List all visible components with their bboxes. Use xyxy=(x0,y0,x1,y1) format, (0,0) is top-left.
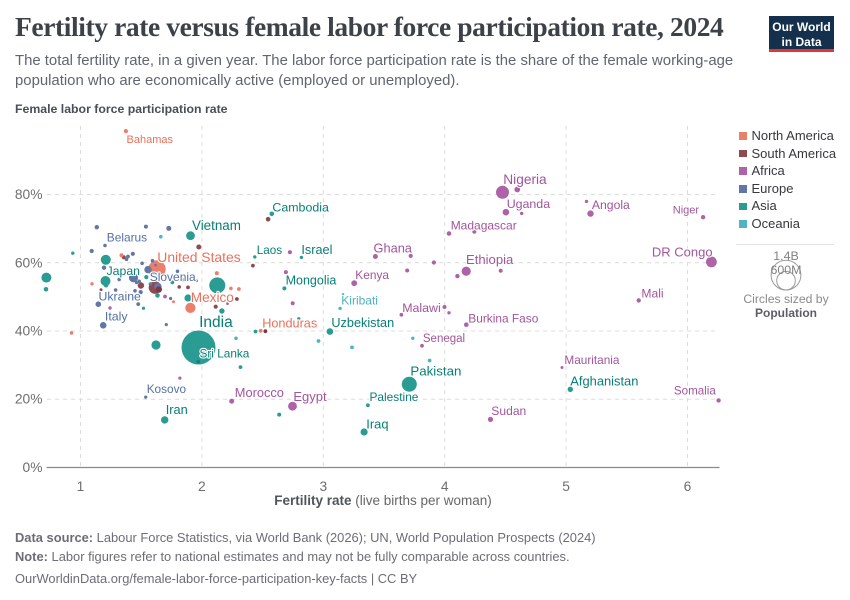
svg-text:Palestine: Palestine xyxy=(370,390,419,404)
svg-text:Iraq: Iraq xyxy=(366,417,388,432)
svg-text:Cambodia: Cambodia xyxy=(272,200,329,214)
svg-text:United States: United States xyxy=(157,249,240,265)
svg-text:Morocco: Morocco xyxy=(235,385,284,400)
svg-text:Mali: Mali xyxy=(641,287,663,301)
svg-text:Uganda: Uganda xyxy=(507,197,551,211)
svg-text:India: India xyxy=(199,314,233,331)
svg-text:0%: 0% xyxy=(23,460,43,475)
svg-text:Uzbekistan: Uzbekistan xyxy=(331,316,394,330)
svg-text:Angola: Angola xyxy=(592,198,630,212)
svg-text:40%: 40% xyxy=(15,324,43,339)
svg-text:Madagascar: Madagascar xyxy=(451,219,517,233)
svg-text:Malawi: Malawi xyxy=(402,301,441,315)
svg-text:Slovenia: Slovenia xyxy=(150,270,196,284)
svg-text:Sri Lanka: Sri Lanka xyxy=(200,347,250,361)
svg-text:Israel: Israel xyxy=(301,243,332,257)
svg-text:Belarus: Belarus xyxy=(107,230,147,244)
svg-text:4: 4 xyxy=(441,479,449,494)
svg-text:2: 2 xyxy=(198,479,206,494)
svg-text:Italy: Italy xyxy=(105,310,129,324)
svg-text:Somalia: Somalia xyxy=(674,385,716,398)
svg-text:6: 6 xyxy=(684,479,692,494)
svg-text:Mexico: Mexico xyxy=(191,290,234,305)
svg-text:Ghana: Ghana xyxy=(374,240,413,255)
svg-text:Mauritania: Mauritania xyxy=(564,353,620,367)
svg-text:Honduras: Honduras xyxy=(262,316,317,330)
svg-text:DR Congo: DR Congo xyxy=(652,244,713,259)
svg-text:20%: 20% xyxy=(15,392,43,407)
svg-text:Ethiopia: Ethiopia xyxy=(466,252,514,267)
svg-text:Kenya: Kenya xyxy=(355,268,389,282)
svg-text:5: 5 xyxy=(562,479,570,494)
svg-text:80%: 80% xyxy=(15,187,43,202)
svg-text:Egypt: Egypt xyxy=(293,389,327,404)
svg-text:Vietnam: Vietnam xyxy=(192,218,241,233)
svg-text:Niger: Niger xyxy=(673,205,700,217)
svg-text:Afghanistan: Afghanistan xyxy=(570,374,638,389)
svg-text:Bahamas: Bahamas xyxy=(127,134,174,146)
svg-text:Kiribati: Kiribati xyxy=(341,294,378,308)
svg-text:Nigeria: Nigeria xyxy=(503,172,547,187)
svg-text:Iran: Iran xyxy=(166,402,188,417)
svg-text:Senegal: Senegal xyxy=(423,333,465,345)
svg-text:Burkina Faso: Burkina Faso xyxy=(468,311,538,325)
svg-text:Pakistan: Pakistan xyxy=(410,364,461,379)
svg-text:60%: 60% xyxy=(15,255,43,270)
svg-text:Ukraine: Ukraine xyxy=(99,290,142,304)
svg-text:Japan: Japan xyxy=(107,264,141,278)
svg-text:Laos: Laos xyxy=(257,244,283,257)
svg-text:3: 3 xyxy=(319,479,327,494)
svg-text:1: 1 xyxy=(77,479,85,494)
svg-text:Mongolia: Mongolia xyxy=(286,274,337,288)
svg-text:Sudan: Sudan xyxy=(491,404,526,418)
svg-text:Kosovo: Kosovo xyxy=(147,382,187,396)
